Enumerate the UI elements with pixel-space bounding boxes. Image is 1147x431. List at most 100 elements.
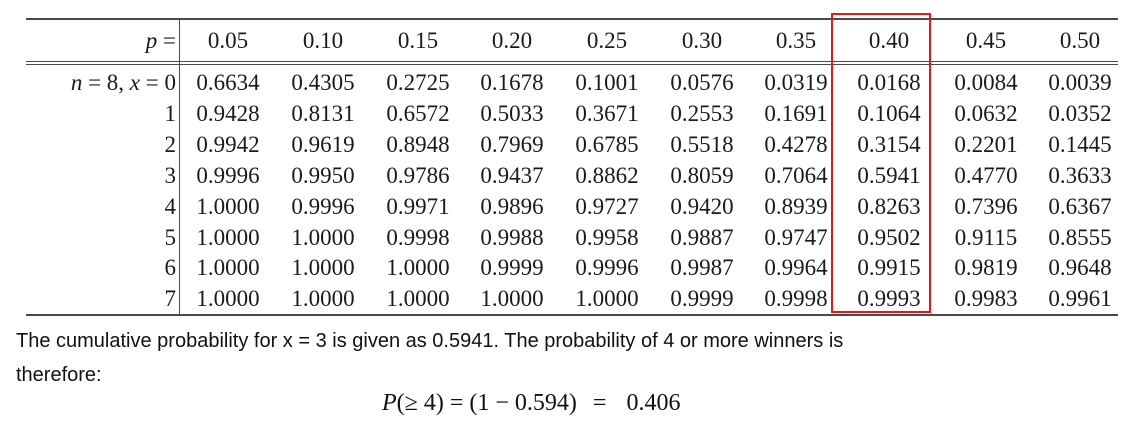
table-cell: 0.9999 [480,255,544,281]
table-cell: 0.5033 [480,100,544,126]
table-cell: 0.9428 [196,100,260,126]
row-label-x-2: 2 [164,131,177,157]
column-header-p-0-25: 0.25 [586,28,628,53]
table-cell: 0.1691 [764,100,828,126]
table-cell: 0.8059 [670,162,734,188]
table-cell: 0.9993 [857,286,921,312]
explanation-text: The cumulative probability for x = 3 is … [16,324,1116,392]
table-cell: 0.2553 [670,100,734,126]
table-cell: 1.0000 [386,286,450,312]
table-cell: 0.8131 [291,100,355,126]
explanation-line-2: therefore: [16,364,102,386]
table-cell: 0.9619 [291,131,355,157]
table-cell: 0.9786 [386,162,450,188]
row-label-x-7: 7 [164,286,177,312]
table-cell: 1.0000 [196,224,260,250]
table-cell: 0.7969 [480,131,544,157]
table-cell: 1.0000 [196,255,260,281]
table-cell: 0.0319 [764,70,828,95]
table-cell: 0.2201 [954,131,1018,157]
column-header-p-0-50: 0.50 [1059,28,1101,53]
p-label: p = [145,28,176,53]
row-label-n-x: n = 8, x = 0 [70,70,176,95]
table-cell: 0.3633 [1048,162,1112,188]
table-cell: 0.9971 [386,193,450,219]
table-cell: 0.6785 [575,131,639,157]
table-cell: 0.4305 [291,70,355,95]
table-cell: 0.4278 [764,131,828,157]
table-top-rule [26,18,1118,20]
table-cell: 0.1001 [575,70,639,95]
column-header-p-0-35: 0.35 [775,28,817,53]
table-cell: 0.0632 [954,100,1018,126]
formula-expression: (1 − 0.594) [469,390,577,416]
row-label-x-4: 4 [164,193,177,219]
table-cell: 0.6634 [196,70,260,95]
table-cell: 0.6572 [386,100,450,126]
row-label-x-5: 5 [164,224,177,250]
table-cell: 0.9502 [857,224,921,250]
table-cell: 0.9983 [954,286,1018,312]
cropped-text-fragment [0,0,160,6]
table-cell: 1.0000 [291,255,355,281]
table-cell: 0.9996 [291,193,355,219]
table-cell: 0.0039 [1048,70,1112,95]
formula-equals-2: = [592,390,607,416]
table-cell: 0.5941 [857,162,921,188]
table-cell: 0.9747 [764,224,828,250]
table-cell: 0.6367 [1048,193,1112,219]
table-cell: 0.8263 [857,193,921,219]
table-cell: 0.1064 [857,100,921,126]
table-cell: 0.9996 [575,255,639,281]
table-cell: 0.4770 [954,162,1018,188]
table-cell: 0.9961 [1048,286,1112,312]
table-cell: 1.0000 [196,193,260,219]
table-cell: 0.0084 [954,70,1018,95]
table-cell: 0.9887 [670,224,734,250]
table-cell: 0.7064 [764,162,828,188]
table-cell: 0.9958 [575,224,639,250]
table-cell: 0.9915 [857,255,921,281]
table-cell: 0.0168 [857,70,921,95]
table-cell: 0.1445 [1048,131,1112,157]
table-cell: 0.9999 [670,286,734,312]
table-cell: 0.9437 [480,162,544,188]
column-header-p-0-10: 0.10 [302,28,344,53]
binomial-cumulative-table: p = 0.05 0.10 0.15 0.20 0.25 0.30 0.35 0.40 0.45 0… [26,18,1118,316]
row-label-x-6: 6 [164,255,177,281]
table-cell: 0.0352 [1048,100,1112,126]
table-cell: 1.0000 [291,286,355,312]
table-cell: 0.7396 [954,193,1018,219]
formula-equals-1: = [449,390,464,416]
table-cell: 0.9998 [764,286,828,312]
row-label-x-3: 3 [164,162,177,188]
table-cell: 0.9727 [575,193,639,219]
column-header-p-0-40: 0.40 [868,28,910,53]
table-cell: 0.2725 [386,70,450,95]
table-cell: 0.9996 [196,162,260,188]
table-cell: 0.8948 [386,131,450,157]
table-cell: 0.9987 [670,255,734,281]
table-cell: 0.8939 [764,193,828,219]
table-bottom-rule [26,314,1118,316]
table-cell: 0.5518 [670,131,734,157]
column-header-p-0-05: 0.05 [207,28,249,53]
table-cell: 0.9115 [954,224,1018,250]
formula-variable: P [382,390,397,416]
table-cell: 0.9420 [670,193,734,219]
explanation-line-1: The cumulative probability for x = 3 is … [16,330,844,352]
table-header-rule [26,61,1118,62]
column-header-p-0-45: 0.45 [965,28,1007,53]
table-cell: 0.9819 [954,255,1018,281]
table-cell: 0.9896 [480,193,544,219]
table-cell: 0.9950 [291,162,355,188]
table-cell: 0.9988 [480,224,544,250]
row-label-x-1: 1 [164,100,177,126]
formula-result: 0.406 [626,390,681,416]
table-cell: 0.9942 [196,131,260,157]
table-cell: 0.1678 [480,70,544,95]
table-cell: 0.8555 [1048,224,1112,250]
table-cell: 0.0576 [670,70,734,95]
formula-condition: (≥ 4) [396,390,444,416]
table-label-divider [179,18,180,316]
